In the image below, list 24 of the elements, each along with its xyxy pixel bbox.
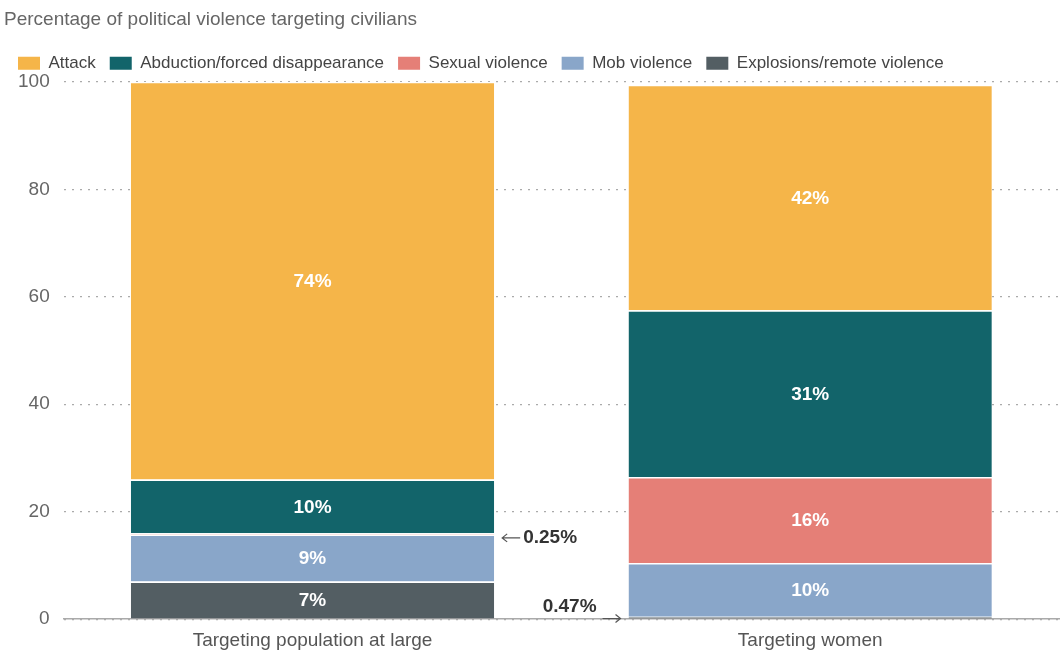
y-tick-label: 100 (18, 70, 50, 92)
legend-label: Mob violence (592, 52, 693, 72)
y-tick-label: 80 (28, 177, 50, 199)
legend-label: Explosions/remote violence (736, 52, 944, 72)
legend-label: Abduction/forced disappearance (140, 52, 385, 72)
data-label: 0.47% (542, 594, 597, 616)
data-label: 10% (791, 579, 830, 601)
data-label: 9% (298, 547, 327, 569)
legend-label: Sexual violence (428, 52, 548, 72)
data-label: 31% (791, 382, 830, 404)
chart-title: Percentage of political violence targeting civilians (4, 7, 417, 29)
data-label: 74% (293, 269, 332, 291)
y-tick-label: 40 (28, 392, 50, 414)
data-label: 7% (298, 589, 327, 611)
y-tick-label: 60 (28, 284, 50, 306)
y-tick-label: 20 (28, 499, 50, 521)
legend-label: Attack (48, 52, 97, 72)
data-label: 0.25% (523, 526, 578, 548)
data-label: 10% (293, 495, 332, 517)
data-label: 16% (791, 509, 830, 531)
x-tick-label: Targeting women (737, 628, 883, 650)
x-tick-label: Targeting population at large (192, 628, 433, 650)
y-tick-label: 0 (39, 607, 50, 629)
data-label: 42% (791, 186, 830, 208)
